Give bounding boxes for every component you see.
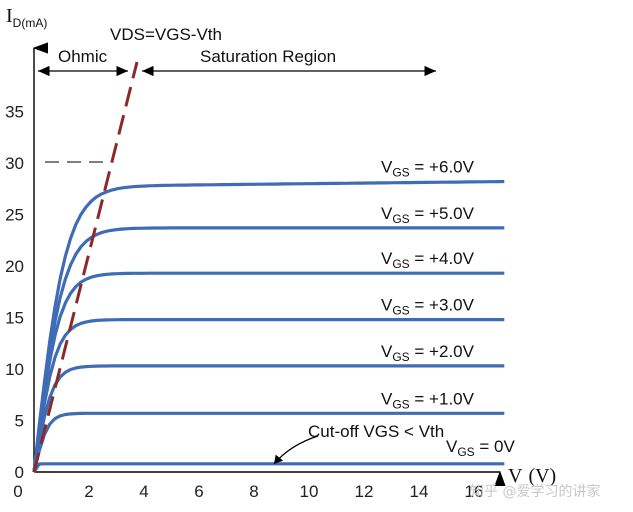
y-tick-labels: 0 5 10 15 20 25 30 35 — [5, 103, 24, 483]
vgs-label: VGS = +1.0V — [381, 389, 475, 411]
drain-current-curves — [32, 179, 505, 473]
y-tick-label: 15 — [5, 309, 24, 328]
vgs-labels: VGS = +6.0V VGS = +5.0V VGS = +4.0V VGS = +… — [381, 158, 516, 459]
axes — [32, 42, 506, 486]
x-tick-label: 6 — [194, 482, 203, 501]
boundary-label: VDS=VGS-Vth — [110, 25, 222, 44]
y-tick-label: 10 — [5, 360, 24, 379]
x-tick-label: 8 — [249, 482, 258, 501]
ohmic-label: Ohmic — [58, 47, 108, 66]
y-tick-label: 25 — [5, 206, 24, 225]
y-tick-label: 5 — [15, 412, 24, 431]
cutoff-annotation: Cut-off VGS < Vth — [273, 422, 444, 465]
vgs-curve — [32, 179, 505, 473]
y-tick-label: 20 — [5, 257, 24, 276]
region-markers: Ohmic Saturation Region — [38, 47, 436, 77]
cutoff-label: Cut-off VGS < Vth — [308, 422, 444, 441]
x-tick-label: 2 — [84, 482, 93, 501]
vgs-curve — [32, 226, 505, 473]
vgs-label: VGS = +5.0V — [381, 204, 475, 226]
y-axis-title: ID(mA) — [6, 5, 47, 30]
vgs-curve — [32, 364, 505, 473]
vgs-curve — [32, 411, 505, 473]
x-tick-label: 4 — [139, 482, 148, 501]
vgs-curve — [32, 318, 505, 473]
vgs-label: VGS = 0V — [446, 437, 516, 459]
x-tick-label: 16 — [465, 482, 484, 501]
cutoff-pointer — [273, 435, 319, 465]
vgs-label: VGS = +4.0V — [381, 249, 475, 271]
vgs-label: VGS = +3.0V — [381, 296, 475, 318]
x-tick-label: 10 — [300, 482, 319, 501]
y-tick-label: 35 — [5, 103, 24, 122]
vgs-label: VGS = +2.0V — [381, 342, 475, 364]
x-tick-label: 0 — [13, 482, 22, 501]
saturation-label: Saturation Region — [200, 47, 336, 66]
y-tick-label: 30 — [5, 154, 24, 173]
x-tick-label: 14 — [410, 482, 429, 501]
y-tick-label: 0 — [15, 463, 24, 482]
vgs-label: VGS = +6.0V — [381, 158, 475, 180]
x-axis-title: V (V) — [508, 465, 556, 487]
watermark: 知乎 @爱学习的讲家 — [470, 483, 600, 500]
x-tick-labels: 0 2 4 6 8 10 12 14 16 — [13, 482, 483, 501]
x-tick-label: 12 — [355, 482, 374, 501]
boundary-dashed-line — [32, 61, 139, 473]
vgs-curve — [32, 462, 505, 473]
vgs-curve — [32, 271, 505, 473]
